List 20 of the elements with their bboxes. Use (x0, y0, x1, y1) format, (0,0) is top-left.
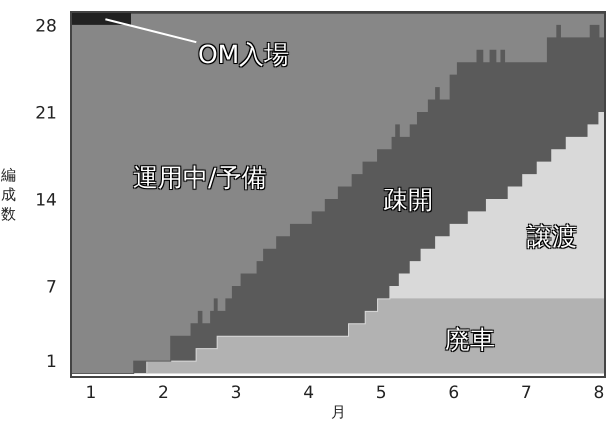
x-tick-label: 7 (520, 383, 532, 404)
x-tick-label: 5 (376, 383, 387, 404)
y-axis-title: 編成数 (0, 166, 16, 223)
x-tick-label: 2 (158, 383, 169, 404)
y-tick-label: 1 (46, 352, 57, 372)
x-tick-label: 8 (594, 383, 604, 404)
series-label: OM入場 (198, 40, 290, 69)
y-tick-label: 7 (46, 277, 57, 298)
x-tick-label: 3 (230, 383, 242, 404)
y-tick-label: 21 (35, 103, 57, 124)
series-label: 疎開 (383, 185, 433, 214)
series-label: 運用中/予備 (133, 163, 266, 192)
x-tick-label: 6 (448, 383, 460, 404)
x-tick-label: 1 (85, 383, 96, 404)
x-axis-title: 月 (331, 403, 346, 421)
series-label: 廃車 (445, 325, 495, 354)
y-tick-label: 14 (35, 190, 57, 210)
series-label: 譲渡 (527, 222, 577, 251)
x-tick-label: 4 (303, 383, 314, 404)
y-tick-label: 28 (35, 16, 57, 36)
